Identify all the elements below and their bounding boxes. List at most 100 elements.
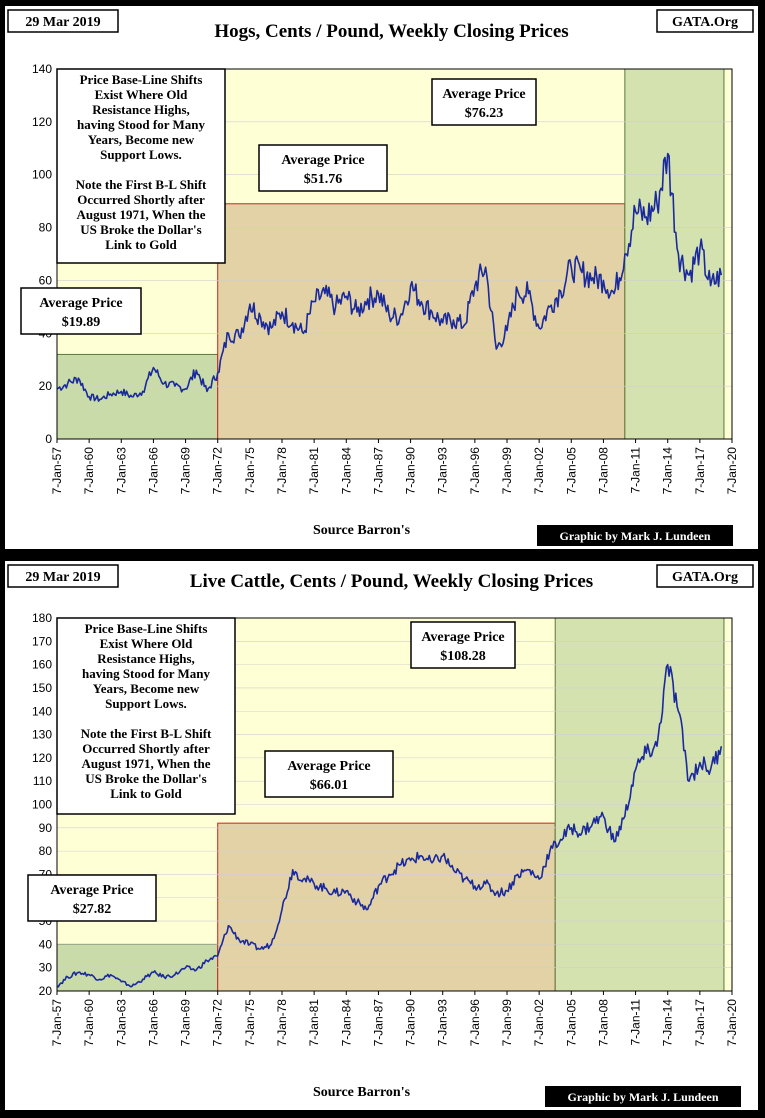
y-tick-label: 150 [32,681,52,695]
x-tick-label: 7-Jan-63 [114,447,128,495]
x-tick-label: 7-Jan-14 [661,447,675,495]
x-tick-label: 7-Jan-75 [243,999,257,1047]
note-line: Resistance Highs, [92,102,190,117]
average-price-value: $66.01 [310,778,349,793]
x-tick-label: 7-Jan-60 [82,999,96,1047]
y-tick-label: 180 [32,611,52,625]
y-tick-label: 120 [32,751,52,765]
y-tick-label: 170 [32,634,52,648]
note-line: Note the First B-L Shift [76,177,207,192]
average-price-value: $19.89 [62,315,101,330]
credit-background [545,1086,741,1107]
x-tick-label: 7-Jan-84 [339,447,353,495]
x-tick-label: 7-Jan-02 [532,447,546,495]
y-tick-label: 80 [39,221,53,235]
x-tick-label: 7-Jan-08 [596,999,610,1047]
series-line-hogs [56,152,723,402]
note-line: Occurred Shortly after [77,192,205,207]
note-line: August 1971, When the [76,207,205,222]
y-tick-label: 30 [39,961,53,975]
note-line: Price Base-Line Shifts [85,621,208,636]
note-line: having Stood for Many [77,117,205,132]
note-line: Years, Become new [88,132,195,147]
note-line: Support Lows. [100,147,182,162]
cattle-chart: 29 Mar 2019 GATA.Org Live Cattle, Cents / … [5,561,758,1107]
y-tick-label: 20 [39,379,53,393]
y-tick-label: 110 [33,774,52,788]
brand-badge: GATA.Org [656,564,754,588]
average-price-value: $108.28 [440,649,486,664]
note-line: Note the First B-L Shift [81,726,212,741]
y-tick-label: 140 [32,62,52,76]
brand-badge-border [656,564,754,588]
x-tick-label: 7-Jan-02 [532,999,546,1047]
note-line: Link to Gold [110,786,182,801]
note-line: Support Lows. [105,696,187,711]
note-line: having Stood for Many [82,666,210,681]
brand-badge: GATA.Org [656,9,754,33]
x-tick-label: 7-Jan-14 [661,999,675,1047]
note-line: Link to Gold [105,237,177,252]
average-region-2 [217,822,556,992]
x-tick-label: 7-Jan-99 [500,447,514,495]
x-tick-label: 7-Jan-57 [50,447,64,495]
x-tick-label: 7-Jan-78 [275,447,289,495]
average-price-callout-1: Average Price $19.89 [20,287,142,335]
x-tick-label: 7-Jan-93 [436,999,450,1047]
note-line: August 1971, When the [81,756,210,771]
x-tick-label: 7-Jan-75 [243,447,257,495]
x-tick-label: 7-Jan-72 [211,999,225,1047]
x-tick-label: 7-Jan-11 [629,447,643,494]
x-tick-label: 7-Jan-66 [146,999,160,1047]
x-tick-label: 7-Jan-96 [468,447,482,495]
x-tick-label: 7-Jan-93 [436,447,450,495]
average-price-callout-border [264,750,394,798]
average-price-label: Average Price [287,759,370,774]
note-line: US Broke the Dollar's [85,771,206,786]
note-line: US Broke the Dollar's [80,222,201,237]
x-tick-label: 7-Jan-08 [596,447,610,495]
average-price-callout-2: Average Price $66.01 [264,750,394,798]
y-tick-label: 100 [32,798,52,812]
x-tick-label: 7-Jan-69 [179,999,193,1047]
date-badge-border [7,564,119,588]
note-line: Price Base-Line Shifts [80,72,203,87]
date-badge: 29 Mar 2019 [7,9,119,33]
cattle-chart-panel: 29 Mar 2019 GATA.Org Live Cattle, Cents / … [5,561,758,1110]
average-price-callout-border [20,287,142,335]
x-tick-label: 7-Jan-05 [564,447,578,495]
date-badge: 29 Mar 2019 [7,564,119,588]
x-tick-label: 7-Jan-05 [564,999,578,1047]
average-price-callout-2: Average Price $51.76 [258,144,388,192]
average-price-label: Average Price [281,153,364,168]
note-line: Resistance Highs, [97,651,195,666]
chart-title: Hogs, Cents / Pound, Weekly Closing Pric… [214,21,568,42]
y-tick-label: 160 [32,658,52,672]
average-price-callout-border [27,874,157,922]
x-tick-label: 7-Jan-87 [371,447,385,495]
average-price-value: $76.23 [465,106,504,121]
average-price-callout-3: Average Price $76.23 [431,78,537,126]
note-box-border [56,68,226,264]
x-tick-label: 7-Jan-57 [50,999,64,1047]
credit-label: Graphic by Mark J. Lundeen [567,1090,718,1104]
brand-badge-border [656,9,754,33]
x-tick-label: 7-Jan-78 [275,999,289,1047]
x-tick-label: 7-Jan-63 [114,999,128,1047]
note-line: Years, Become new [93,681,200,696]
x-tick-label: 7-Jan-81 [307,999,321,1047]
x-tick-label: 7-Jan-81 [307,447,321,495]
x-tick-label: 7-Jan-11 [629,999,643,1046]
header-bar [5,561,758,595]
date-label: 29 Mar 2019 [25,570,100,585]
average-price-callout-3: Average Price $108.28 [410,621,516,669]
note-line: Exist Where Old [95,87,188,102]
date-badge-border [7,9,119,33]
header-bar [5,6,758,44]
note-line: Occurred Shortly after [82,741,210,756]
hogs-chart: 29 Mar 2019 GATA.Org Hogs, Cents / Pound, … [5,6,758,546]
y-tick-label: 100 [32,168,52,182]
x-tick-label: 7-Jan-66 [146,447,160,495]
y-tick-label: 0 [45,432,52,446]
